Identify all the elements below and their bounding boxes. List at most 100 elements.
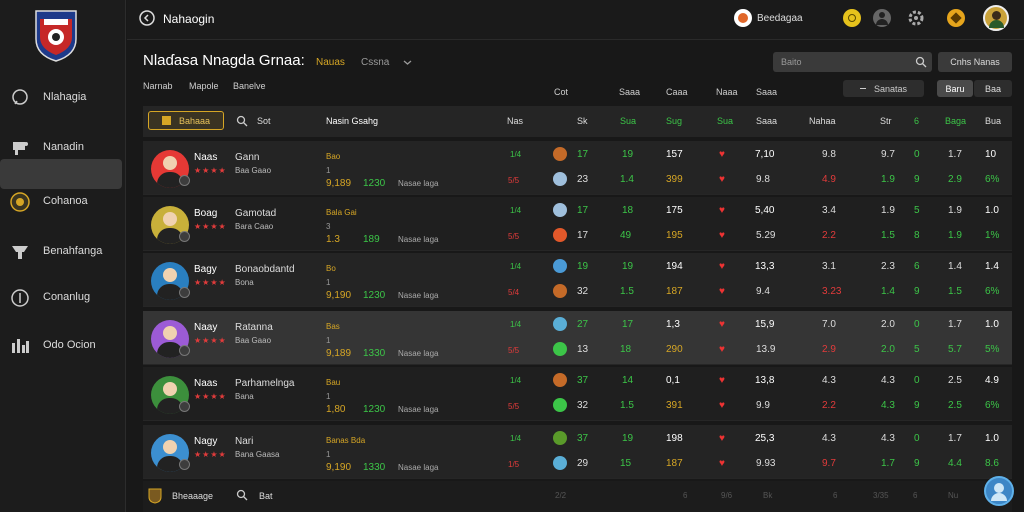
heart-icon[interactable]: ♥ — [719, 174, 725, 185]
table-row[interactable]: Naas Parhamelnga ★★★★ Bana Bau 1 1,80 12… — [143, 367, 1012, 421]
filter-button[interactable]: Sanatas — [843, 80, 924, 97]
stat-c1: 1,3 — [666, 319, 680, 330]
search-icon[interactable] — [236, 115, 248, 127]
stat-i2: 5.7 — [948, 344, 962, 355]
heart-icon[interactable]: ♥ — [719, 458, 725, 469]
player-name[interactable]: Naas — [194, 378, 218, 389]
column-header[interactable]: Nahaa — [809, 116, 836, 126]
stat-i2: 4.4 — [948, 458, 962, 469]
table-row[interactable]: Bagy Bonaobdantd ★★★★ Bona Bo 1 9,190 12… — [143, 253, 1012, 307]
sidebar-item-5[interactable]: Conanlug — [0, 282, 122, 314]
table-row[interactable]: Naay Ratanna ★★★★ Baa Gaao Bas 1 9,189 1… — [143, 311, 1012, 365]
player-name[interactable]: Naas — [194, 152, 218, 163]
sidebar-item-4[interactable]: Benahfanga — [0, 236, 122, 268]
player-avatar[interactable] — [151, 434, 189, 472]
status-badge-icon — [179, 345, 190, 356]
column-header[interactable]: Sk — [577, 116, 588, 126]
column-header[interactable]: Bua — [985, 116, 1002, 126]
column-header[interactable]: Sug — [666, 116, 683, 126]
player-name[interactable]: Naay — [194, 322, 218, 333]
column-header[interactable]: Nasin Gsahg — [326, 116, 379, 126]
profile-badge-icon[interactable] — [734, 9, 752, 27]
assistant-button[interactable] — [984, 476, 1014, 506]
heart-icon[interactable]: ♥ — [719, 344, 725, 355]
heart-icon[interactable]: ♥ — [719, 149, 725, 160]
player-name[interactable]: Boag — [194, 208, 218, 219]
player-avatar[interactable] — [151, 320, 189, 358]
tab-1[interactable]: Narnab — [143, 81, 173, 91]
footer-cell: 9/6 — [721, 491, 733, 500]
heart-icon[interactable]: ♥ — [719, 433, 725, 444]
sidebar-item-2[interactable]: Nanadin — [0, 132, 122, 164]
stat-d1: 7,10 — [755, 149, 775, 160]
options-button[interactable]: Cnhs Nanas — [938, 52, 1012, 72]
avatar[interactable] — [983, 5, 1009, 31]
tab-2[interactable]: Mapole — [189, 81, 219, 91]
club-icon — [553, 147, 567, 161]
column-header[interactable]: Sua — [717, 116, 734, 126]
search-input[interactable]: Baito — [773, 52, 932, 72]
heart-icon[interactable]: ♥ — [719, 205, 725, 216]
stat-h1: 0 — [914, 319, 920, 330]
stat-i2: 1.5 — [948, 286, 962, 297]
footer-sort[interactable]: Bat — [259, 491, 273, 501]
notification-icon[interactable] — [947, 9, 965, 27]
heart-icon[interactable]: ♥ — [719, 375, 725, 386]
player-role: Bana Gaasa — [235, 450, 280, 459]
sort-label[interactable]: Sot — [257, 116, 271, 126]
stat-g2: 5/5 — [508, 346, 520, 355]
heart-icon[interactable]: ♥ — [719, 319, 725, 330]
stat-g2: 5/4 — [508, 288, 520, 297]
table-row[interactable]: Naas Gann ★★★★ Baa Gaao Bao 1 9,189 1230… — [143, 141, 1012, 195]
stat-f1: 4.3 — [881, 433, 895, 444]
title-sub[interactable]: Cssna — [361, 57, 390, 68]
user-label[interactable]: Beedagaa — [757, 13, 803, 24]
sidebar-item-1[interactable]: Nlahagia — [0, 82, 122, 114]
heart-icon[interactable]: ♥ — [719, 230, 725, 241]
heart-icon[interactable]: ♥ — [719, 286, 725, 297]
stat-c1: 157 — [666, 149, 683, 160]
status-badge-icon — [179, 175, 190, 186]
table-row[interactable]: Nagy Nari ★★★★ Bana Gaasa Banas Bda 1 9,… — [143, 425, 1012, 479]
column-header[interactable]: Baga — [945, 116, 967, 126]
player-name[interactable]: Bagy — [194, 264, 217, 275]
stat-c2: 187 — [666, 458, 683, 469]
settings-icon[interactable] — [907, 9, 925, 27]
table-row[interactable]: Boag Gamotad ★★★★ Bara Caao Bala Gai 3 1… — [143, 197, 1012, 251]
tab-3[interactable]: Banelve — [233, 81, 266, 91]
primary-filter-button[interactable]: Bahaaa — [148, 111, 224, 130]
crest-icon — [148, 488, 162, 504]
heart-icon[interactable]: ♥ — [719, 400, 725, 411]
sidebar-item-active[interactable] — [0, 159, 122, 189]
view-toggle-1[interactable]: Baru — [937, 80, 973, 97]
stat-d2: 13.9 — [756, 344, 776, 355]
user-icon[interactable] — [873, 9, 891, 27]
title-tag[interactable]: Nauas — [316, 57, 345, 68]
club-crest-icon[interactable] — [34, 9, 78, 63]
column-header[interactable]: Sua — [620, 116, 637, 126]
sidebar-item-6[interactable]: Odo Ocion — [0, 330, 122, 362]
view-toggle-2[interactable]: Baa — [974, 80, 1012, 97]
rating-stars: ★★★★ — [194, 222, 227, 231]
footer-cell: 6 — [833, 491, 838, 500]
back-icon[interactable] — [139, 10, 155, 26]
chevron-down-icon[interactable] — [403, 58, 412, 67]
rating-stars: ★★★★ — [194, 392, 227, 401]
column-header[interactable]: Str — [880, 116, 892, 126]
stat-g2: 5/5 — [508, 232, 520, 241]
rating-stars: ★★★★ — [194, 278, 227, 287]
column-header[interactable]: Nas — [507, 116, 524, 126]
coin-icon[interactable] — [843, 9, 861, 27]
stat-a2: 32 — [577, 286, 589, 297]
player-name[interactable]: Nagy — [194, 436, 218, 447]
stat-h1: 6 — [914, 261, 920, 272]
stat-f1: 2.0 — [881, 319, 895, 330]
heart-icon[interactable]: ♥ — [719, 261, 725, 272]
sidebar-item-3[interactable]: Cohanoa — [0, 186, 122, 218]
column-header[interactable]: 6 — [914, 116, 920, 126]
column-header[interactable]: Saaa — [756, 116, 778, 126]
player-position: Bo — [326, 264, 336, 273]
search-icon[interactable] — [236, 489, 248, 501]
search-icon[interactable] — [915, 56, 927, 68]
stat-e1: 3.4 — [822, 205, 836, 216]
